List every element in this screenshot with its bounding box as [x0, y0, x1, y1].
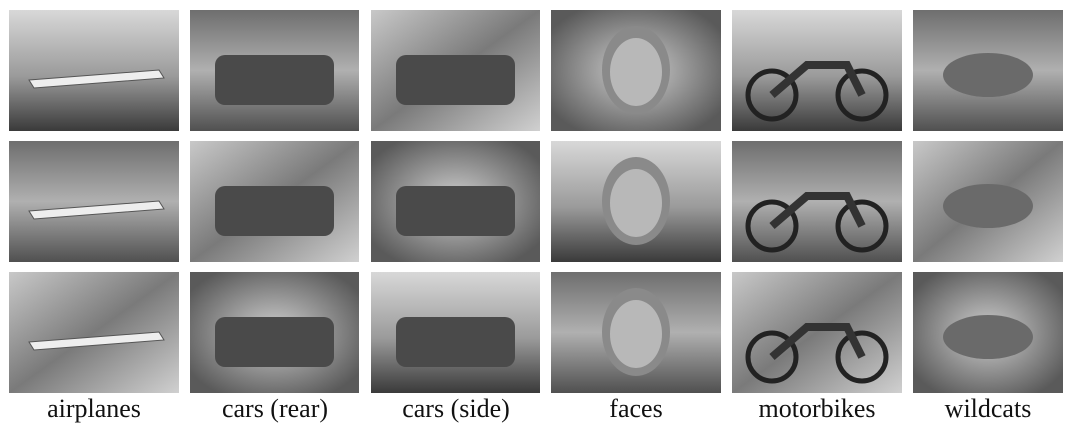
figure: airplanes cars (rear) cars (side) faces …	[0, 0, 1072, 430]
column-label: airplanes	[47, 394, 141, 423]
column-label: cars (side)	[402, 394, 510, 423]
photo-subject	[943, 53, 1033, 97]
column-label: cars (rear)	[222, 394, 328, 423]
photo-grid	[9, 10, 1063, 393]
column-label: faces	[609, 394, 662, 423]
column-label: wildcats	[945, 394, 1032, 423]
page: airplanes cars (rear) cars (side) faces …	[0, 0, 1072, 430]
photo-subject	[396, 55, 515, 105]
photo-subject	[396, 317, 515, 367]
column-label: motorbikes	[759, 394, 876, 423]
photo-subject	[215, 55, 334, 105]
photo-subject	[610, 169, 662, 237]
photo-subject	[610, 38, 662, 106]
photo-subject	[215, 186, 334, 236]
photo-subject	[943, 315, 1033, 359]
photo-subject	[610, 300, 662, 368]
photo-subject	[396, 186, 515, 236]
photo-subject	[943, 184, 1033, 228]
photo-subject	[215, 317, 334, 367]
